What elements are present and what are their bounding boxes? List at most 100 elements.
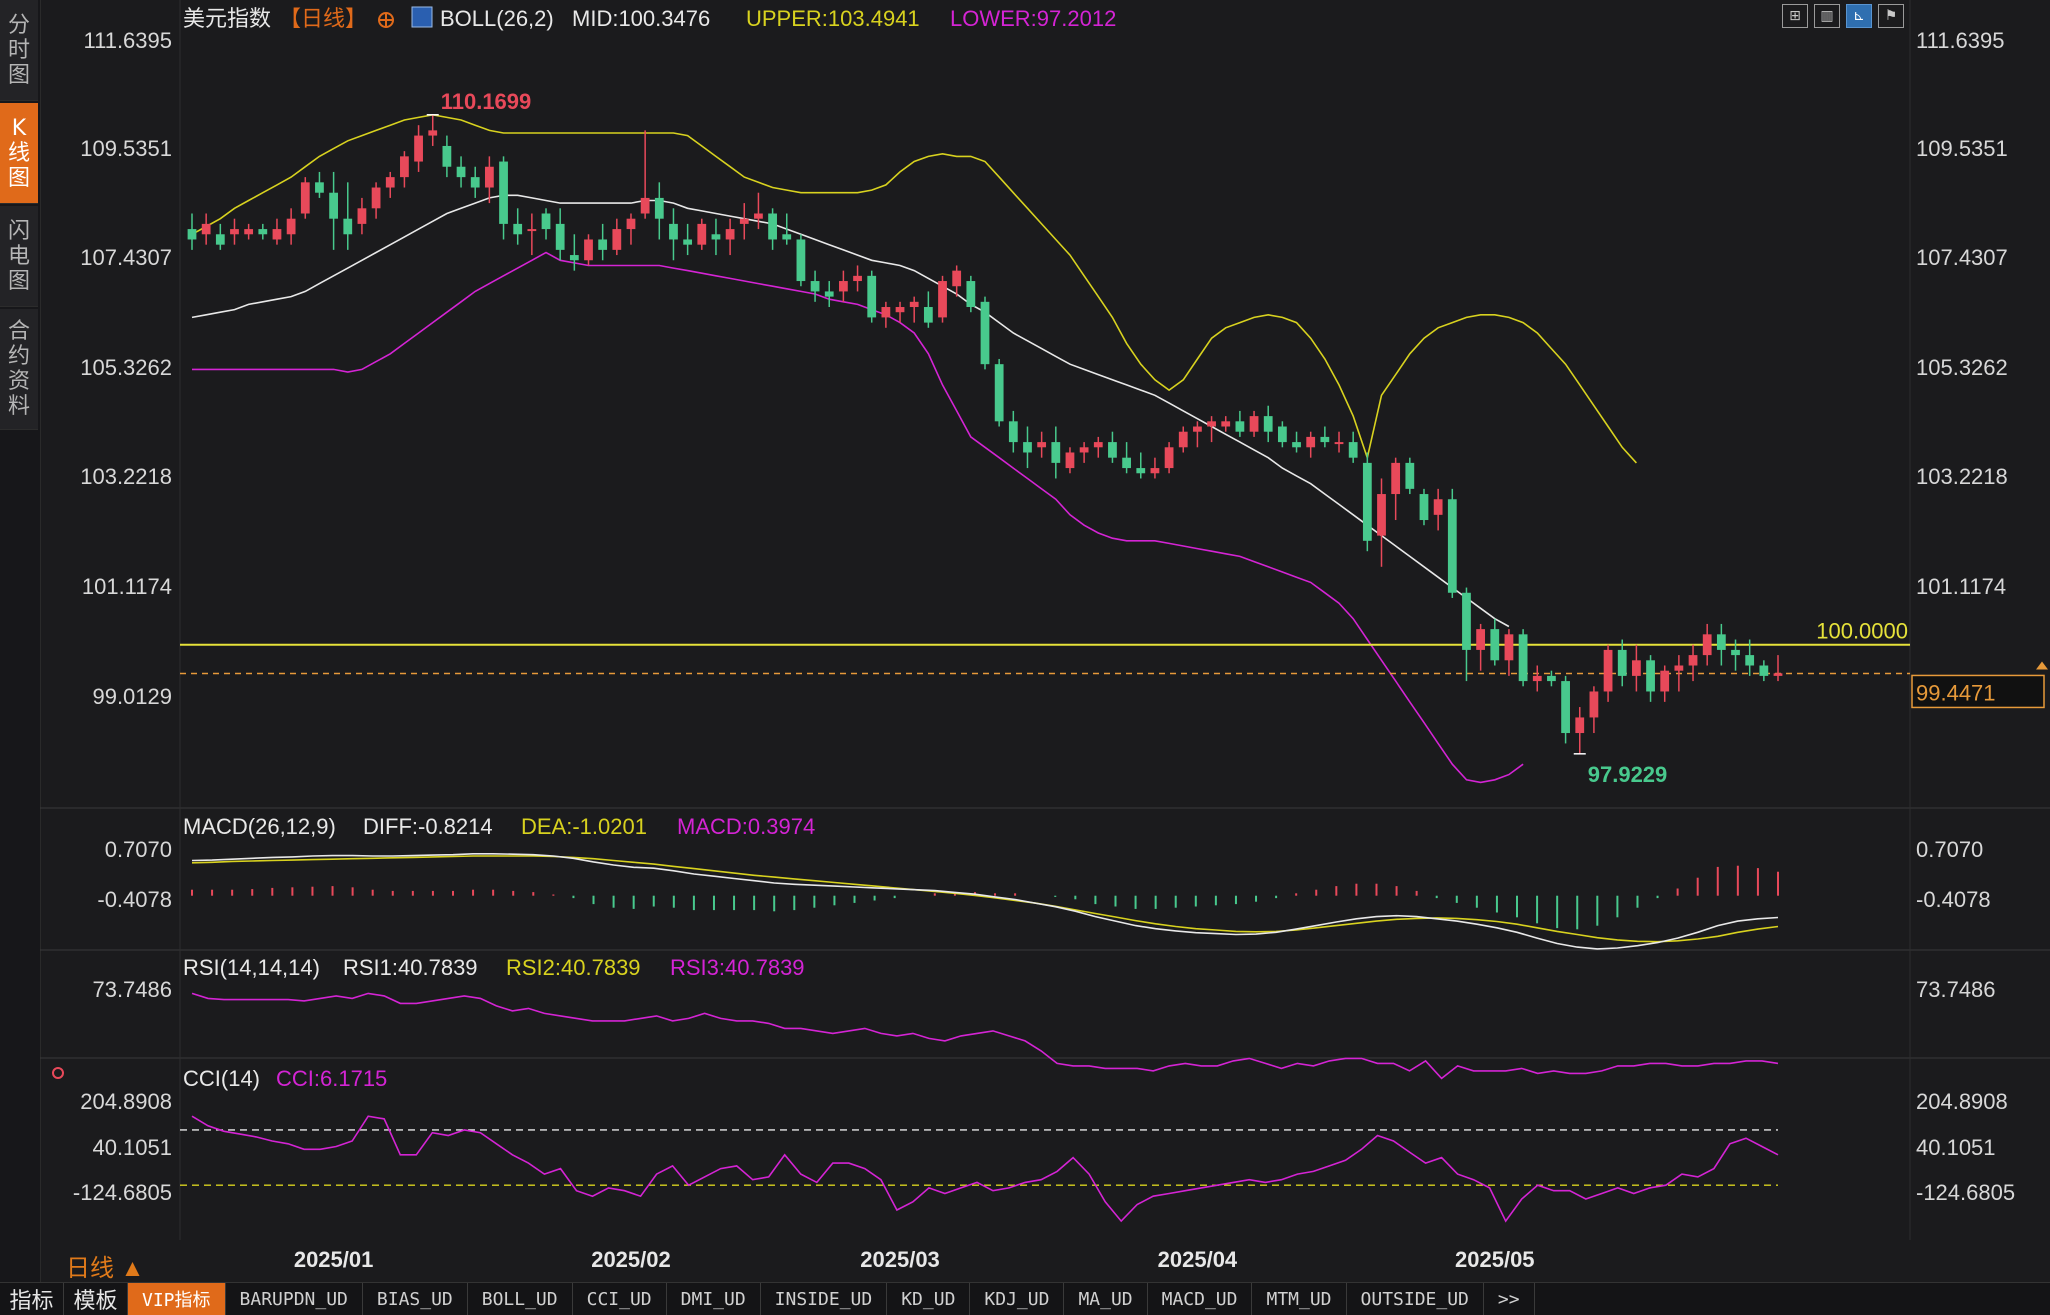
low-label: 97.9229 (1588, 762, 1668, 787)
candle-body (669, 223, 678, 240)
bottom-tab-[interactable]: 指标 (0, 1283, 64, 1315)
flag-icon[interactable]: ⚑ (1878, 4, 1904, 28)
bottom-tab-[interactable]: 模板 (64, 1283, 128, 1315)
bottom-tab-vip[interactable]: VIP指标 (128, 1283, 226, 1315)
bottom-tab-barupdn-ud[interactable]: BARUPDN_UD (226, 1283, 363, 1315)
candle-body (796, 239, 806, 282)
price-tick-left: 111.6395 (84, 28, 173, 53)
sidebar-tab-char: 约 (7, 344, 30, 369)
cci-tick-right: 40.1051 (1916, 1135, 1996, 1160)
cci-tick-right: -124.6805 (1916, 1180, 2015, 1205)
period-tag: 【日线】 (279, 6, 367, 31)
macd-dea-line (191, 855, 1779, 943)
candle-body (1122, 457, 1131, 469)
candle-body (442, 145, 452, 167)
candle-body (1731, 649, 1740, 656)
candle-body (626, 218, 636, 230)
candle-body (966, 281, 976, 308)
candle-body (768, 213, 777, 240)
sidebar-tab-0[interactable]: 分时图 (0, 0, 38, 101)
candle-body (1277, 426, 1287, 443)
price-tick-left: 107.4307 (80, 245, 172, 270)
macd-tick-right: -0.4078 (1916, 887, 1991, 912)
sidebar-tab-3[interactable]: 合约资料 (0, 309, 38, 430)
cci-line (191, 1115, 1779, 1223)
boll-mid-line (191, 194, 1510, 628)
bottom-tab-inside-ud[interactable]: INSIDE_UD (761, 1283, 888, 1315)
date-label: 2025/03 (860, 1247, 940, 1272)
rsi-tick-right: 73.7486 (1916, 977, 1996, 1002)
last-price-label: 99.4471 (1916, 680, 1996, 705)
candle-body (499, 161, 508, 224)
cci-tick-left: -124.6805 (73, 1180, 172, 1205)
sidebar-tab-char: 电 (7, 243, 30, 269)
candle-body (400, 156, 409, 178)
candle-body (1136, 468, 1146, 474)
candle-body (640, 197, 650, 214)
bottom-tab-bias-ud[interactable]: BIAS_UD (363, 1283, 468, 1315)
chart-canvas: 111.6395 111.6395 109.5351 109.5351 107.4307… (40, 0, 2050, 1272)
price-tick-left: 99.0129 (92, 684, 172, 709)
candle-body (1660, 670, 1670, 692)
candle-body (1008, 421, 1018, 443)
candle-body (1773, 673, 1783, 676)
candle-body (357, 208, 367, 224)
candle-body (1193, 426, 1202, 432)
candle-body (1377, 494, 1386, 536)
cci-tick-left: 40.1051 (92, 1135, 172, 1160)
price-tick-left: 103.2218 (80, 464, 172, 489)
bottom-tab-dmi-ud[interactable]: DMI_UD (667, 1283, 761, 1315)
candle-body (994, 364, 1004, 422)
bottom-tab-macd-ud[interactable]: MACD_UD (1148, 1283, 1253, 1315)
candle-body (1646, 660, 1655, 692)
bottom-tab-cci-ud[interactable]: CCI_UD (573, 1283, 667, 1315)
candle-body (1405, 462, 1415, 489)
bottom-tab-boll-ud[interactable]: BOLL_UD (468, 1283, 573, 1315)
macd-tick-left: 0.7070 (105, 837, 172, 862)
candle-body (1702, 634, 1712, 656)
candle-body (1051, 442, 1061, 463)
candle-body (1320, 436, 1330, 443)
candle-body (300, 182, 310, 214)
sidebar-tab-char: 线 (7, 140, 30, 166)
bottom-tab-outside-ud[interactable]: OUTSIDE_UD (1347, 1283, 1484, 1315)
add-indicator-icon (378, 12, 394, 28)
sidebar-tab-2[interactable]: 闪电图 (0, 206, 38, 307)
candle-body (1079, 447, 1089, 453)
candle-body (980, 301, 990, 365)
candle-body (484, 166, 494, 188)
candle-body (1362, 462, 1372, 541)
bottom-tab-mtm-ud[interactable]: MTM_UD (1252, 1283, 1347, 1315)
candle-body (1433, 499, 1443, 515)
bottom-tab-kdj-ud[interactable]: KDJ_UD (970, 1283, 1065, 1315)
candle-body (343, 218, 353, 235)
grid-icon[interactable]: ⊞ (1782, 4, 1808, 28)
rsi1-label: RSI1:40.7839 (343, 955, 478, 980)
candle-body (1263, 416, 1273, 432)
bottom-tab-kd-ud[interactable]: KD_UD (887, 1283, 971, 1315)
price-tick-left: 109.5351 (80, 136, 172, 161)
date-label: 2025/05 (1455, 1247, 1535, 1272)
reference-label: 100.0000 (1816, 619, 1908, 644)
price-tick-right: 103.2218 (1916, 464, 2008, 489)
bar-icon[interactable]: ▥ (1814, 4, 1840, 28)
candle-body (513, 223, 523, 235)
candle-body (201, 223, 211, 235)
bottom-tab-[interactable]: >> (1484, 1283, 1535, 1315)
candle-body (697, 223, 707, 245)
candle-body (1518, 634, 1528, 682)
candle-body (711, 234, 721, 240)
rsi-title: RSI(14,14,14) (183, 955, 320, 980)
line-tool-icon[interactable]: ⊾ (1846, 4, 1872, 28)
sidebar-tab-char: 时 (7, 37, 30, 63)
macd-diff-line (191, 852, 1779, 950)
candle-body (456, 166, 466, 178)
bottom-tab-ma-ud[interactable]: MA_UD (1064, 1283, 1148, 1315)
candle-body (881, 307, 891, 318)
candle-body (371, 187, 381, 209)
candle-body (839, 281, 848, 292)
period-label[interactable]: 日线 ▲ (66, 1255, 145, 1282)
candle-body (1306, 436, 1316, 448)
